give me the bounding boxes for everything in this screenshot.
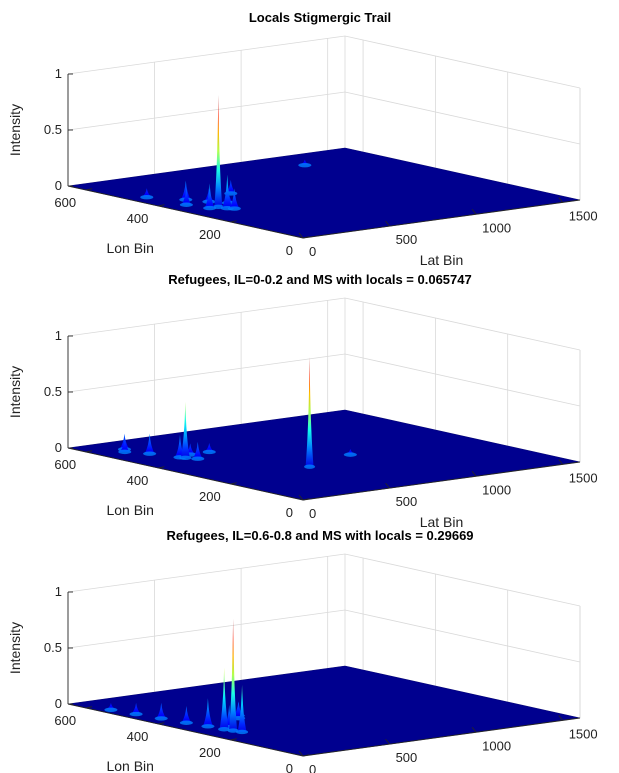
- z-tick-label: 0.5: [44, 384, 62, 399]
- x-axis-label: Lat Bin: [420, 252, 464, 268]
- surface-peak: [180, 180, 191, 200]
- z-tick-label: 0: [55, 178, 62, 193]
- x-tick-label: 1000: [482, 220, 511, 235]
- peak-footprint: [191, 456, 205, 461]
- surface-peak: [131, 702, 142, 715]
- x-tick-label: 0: [309, 762, 316, 773]
- z-axis-label: Intensity: [7, 622, 23, 674]
- chart-title: Locals Stigmergic Trail: [249, 10, 391, 25]
- peak-footprint: [304, 464, 316, 469]
- surface-peak: [144, 433, 155, 454]
- x-axis: [302, 717, 581, 757]
- y-tick-label: 600: [54, 195, 76, 210]
- y-tick-label: 400: [127, 473, 149, 488]
- peak-footprint: [154, 716, 168, 721]
- chart-panel-2: 0 0.5 1 Intensity 0 200 400 600 Lon Bin 0 500 1000 1…: [7, 272, 598, 530]
- chart-panel-1: 0 0.5 1 Intensity 0 200 400 600 Lon Bin 0 500 1000 1…: [7, 10, 598, 268]
- peak-footprint: [104, 707, 118, 712]
- peak-footprint: [203, 205, 217, 211]
- x-tick-label: 500: [396, 232, 418, 247]
- x-tick-label: 1000: [482, 738, 511, 753]
- peak-footprint: [129, 711, 143, 717]
- x-tick-label: 0: [309, 244, 316, 259]
- x-tick-label: 1500: [569, 208, 598, 223]
- x-axis: [302, 461, 581, 501]
- surface-peak: [181, 705, 192, 723]
- surface-peak: [180, 401, 190, 458]
- surface-peak: [192, 441, 203, 459]
- surface-peak: [204, 183, 215, 209]
- y-tick-label: 0: [286, 505, 293, 520]
- chart-panel-3: 0 0.5 1 Intensity 0 200 400 600 Lon Bin 0 500 1000 1…: [7, 528, 598, 773]
- x-tick-label: 1500: [569, 726, 598, 741]
- x-tick-label: 1000: [482, 482, 511, 497]
- surface-peak: [141, 188, 152, 198]
- surface-peak: [305, 356, 314, 467]
- x-axis-label: Lat Bin: [420, 514, 464, 530]
- x-tick-label: 500: [396, 750, 418, 765]
- surface-peak: [181, 187, 192, 205]
- z-tick-label: 1: [55, 66, 62, 81]
- z-tick-label: 1: [55, 328, 62, 343]
- surface-peaks: [104, 618, 249, 735]
- x-axis: [302, 199, 581, 239]
- surface-peak: [119, 438, 130, 452]
- y-axis: [67, 447, 304, 501]
- y-tick-label: 600: [54, 457, 76, 472]
- surface-peak: [202, 698, 213, 727]
- y-tick-label: 400: [127, 729, 149, 744]
- z-tick-label: 0: [55, 696, 62, 711]
- surface-peak: [204, 442, 215, 452]
- peak-footprint: [179, 202, 193, 207]
- peak-footprint: [343, 452, 357, 457]
- peak-footprint: [227, 206, 241, 211]
- z-tick-label: 0.5: [44, 640, 62, 655]
- z-tick-label: 1: [55, 584, 62, 599]
- surface-peak: [219, 667, 229, 730]
- peak-footprint: [236, 729, 249, 735]
- y-tick-label: 200: [199, 745, 221, 760]
- y-tick-label: 200: [199, 489, 221, 504]
- y-axis-label: Lon Bin: [106, 502, 153, 518]
- x-tick-label: 1500: [569, 470, 598, 485]
- surface-peaks: [117, 356, 357, 469]
- peak-footprint: [179, 720, 193, 725]
- y-axis: [67, 703, 304, 757]
- y-axis-label: Lon Bin: [106, 758, 153, 773]
- peak-footprint: [202, 449, 216, 455]
- y-tick-label: 200: [199, 227, 221, 242]
- x-tick-label: 0: [309, 506, 316, 521]
- surface-peak: [229, 188, 240, 209]
- y-tick-label: 400: [127, 211, 149, 226]
- chart-title: Refugees, IL=0.6-0.8 and MS with locals …: [166, 528, 473, 543]
- x-axis-label: Lat Bin: [420, 770, 464, 773]
- peak-footprint: [201, 724, 215, 729]
- y-tick-label: 0: [286, 243, 293, 258]
- peak-footprint: [143, 451, 157, 456]
- z-tick-label: 0: [55, 440, 62, 455]
- surface-peak: [222, 174, 233, 209]
- peak-footprint: [140, 195, 154, 200]
- y-tick-label: 600: [54, 713, 76, 728]
- surface-peak: [229, 618, 238, 731]
- surface-peaks: [140, 94, 312, 211]
- y-tick-label: 0: [286, 761, 293, 773]
- x-tick-label: 500: [396, 494, 418, 509]
- surface-peak: [237, 684, 247, 732]
- peak-footprint: [218, 727, 231, 732]
- peak-footprint: [298, 162, 312, 168]
- z-axis-label: Intensity: [7, 366, 23, 418]
- surface-peak: [214, 94, 223, 207]
- z-axis-label: Intensity: [7, 104, 23, 156]
- peak-footprint: [227, 728, 239, 733]
- chart-title: Refugees, IL=0-0.2 and MS with locals = …: [168, 272, 471, 287]
- peak-footprint: [179, 455, 192, 461]
- z-tick-label: 0.5: [44, 122, 62, 137]
- y-axis-label: Lon Bin: [106, 240, 153, 256]
- peak-footprint: [118, 449, 132, 455]
- y-axis: [67, 185, 304, 239]
- surface-peak: [156, 702, 167, 719]
